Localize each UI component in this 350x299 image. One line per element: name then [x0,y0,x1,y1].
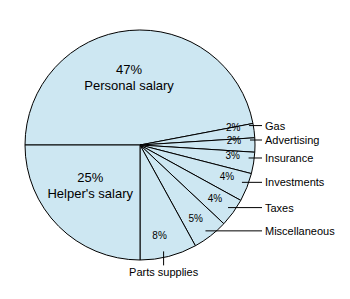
svg-text:8%: 8% [152,230,167,241]
svg-text:5%: 5% [188,213,203,224]
svg-text:47%Personal salary: 47%Personal salary [84,62,174,93]
svg-text:Miscellaneous: Miscellaneous [265,225,335,237]
svg-text:2%: 2% [226,122,241,133]
svg-text:Gas: Gas [265,120,286,132]
svg-text:Insurance: Insurance [265,152,313,164]
svg-text:Advertising: Advertising [265,134,319,146]
svg-text:Taxes: Taxes [265,202,294,214]
svg-text:3%: 3% [225,150,240,161]
svg-text:4%: 4% [208,193,223,204]
svg-text:Investments: Investments [265,176,325,188]
svg-text:Parts supplies: Parts supplies [129,266,199,278]
svg-text:4%: 4% [220,171,235,182]
svg-text:25%Helper's salary: 25%Helper's salary [47,170,133,201]
svg-text:2%: 2% [227,135,242,146]
